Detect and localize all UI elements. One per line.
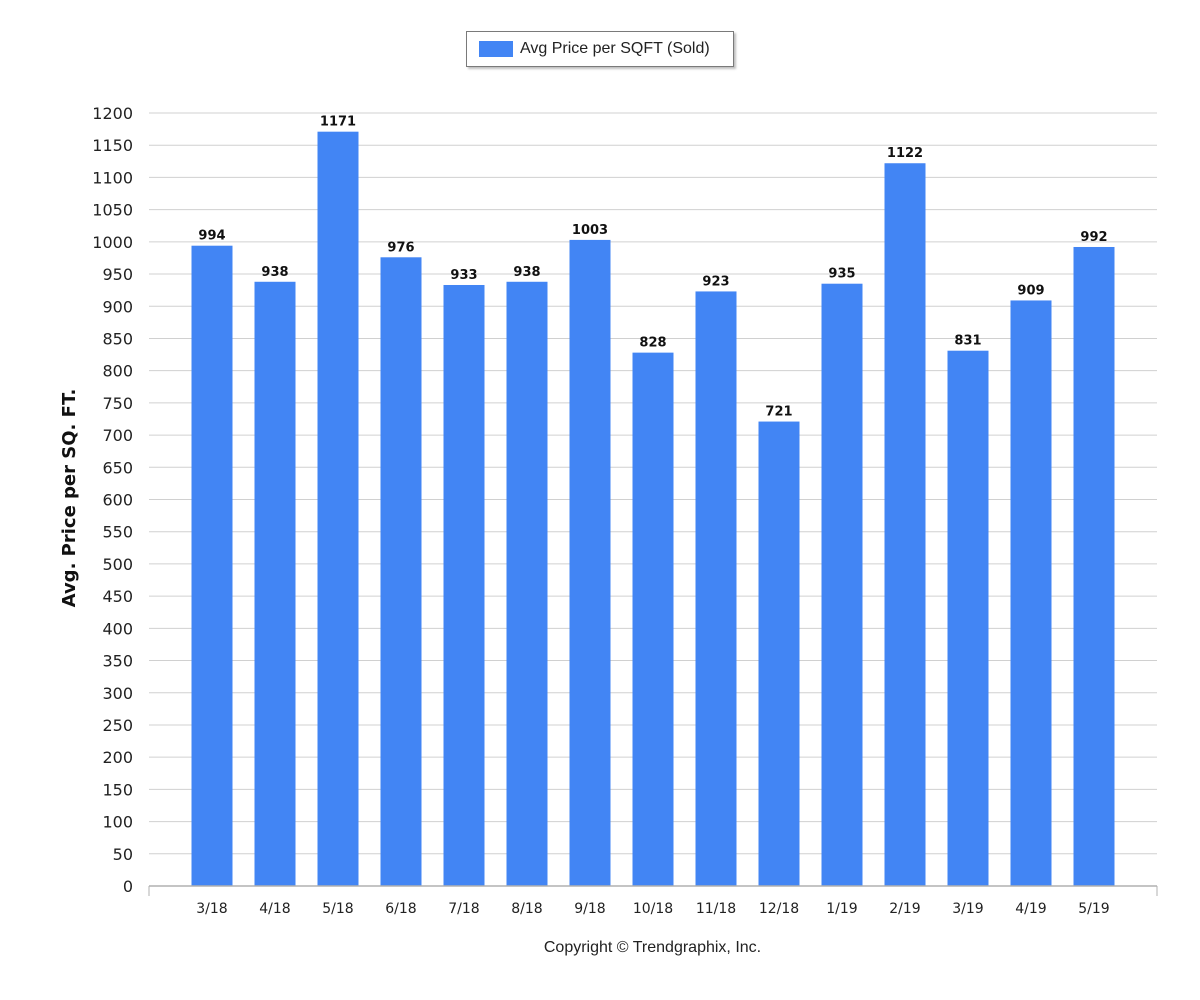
legend-swatch — [479, 41, 513, 57]
data-label: 938 — [513, 265, 540, 280]
y-tick-label: 1100 — [92, 168, 133, 187]
y-tick-label: 700 — [102, 426, 133, 445]
data-label: 828 — [639, 336, 666, 351]
y-tick-label: 850 — [102, 329, 133, 348]
y-tick-label: 1000 — [92, 233, 133, 252]
x-tick-label: 11/18 — [696, 901, 736, 917]
bars — [191, 131, 1115, 887]
y-tick-label: 450 — [102, 587, 133, 606]
y-tick-label: 500 — [102, 555, 133, 574]
y-tick-label: 100 — [102, 813, 133, 832]
y-tick-label: 300 — [102, 684, 133, 703]
bar — [821, 283, 863, 886]
x-tick-label: 8/18 — [511, 901, 542, 917]
y-tick-label: 900 — [102, 297, 133, 316]
bar — [632, 352, 674, 886]
y-tick-label: 200 — [102, 748, 133, 767]
x-tick-label: 4/19 — [1015, 901, 1046, 917]
bar — [1010, 300, 1052, 886]
data-label: 1122 — [887, 146, 923, 161]
y-axis-ticks: 0 50 100 150 200 250 300 350 400 450 500 550 600 650 7… — [92, 104, 133, 896]
x-axis: 3/18 4/18 5/18 6/18 7/18 8/18 9/18 10/18 11/18 12… — [148, 885, 1158, 917]
y-tick-label: 1150 — [92, 136, 133, 155]
x-tick-label: 2/19 — [889, 901, 920, 917]
legend-label: Avg Price per SQFT (Sold) — [520, 40, 710, 57]
y-tick-label: 750 — [102, 394, 133, 413]
data-labels: 994 938 1171 976 933 938 1003 828 923 721 935 1122 8… — [198, 115, 1107, 420]
data-label: 721 — [765, 405, 792, 420]
bar — [884, 163, 926, 886]
legend: Avg Price per SQFT (Sold) — [466, 31, 734, 67]
bar — [317, 131, 359, 886]
y-tick-label: 550 — [102, 523, 133, 542]
y-tick-label: 400 — [102, 619, 133, 638]
bar — [380, 257, 422, 886]
y-tick-label: 800 — [102, 362, 133, 381]
x-tick-label: 12/18 — [759, 901, 799, 917]
data-label: 1171 — [320, 115, 356, 130]
x-tick-label: 3/19 — [952, 901, 983, 917]
data-label: 938 — [261, 265, 288, 280]
bar — [758, 421, 800, 886]
bar — [1073, 246, 1115, 886]
data-label: 933 — [450, 268, 477, 283]
x-tick-label: 9/18 — [574, 901, 605, 917]
y-tick-label: 1200 — [92, 104, 133, 123]
y-tick-label: 250 — [102, 716, 133, 735]
x-tick-label: 7/18 — [448, 901, 479, 917]
copyright-text: Copyright © Trendgraphix, Inc. — [543, 939, 762, 956]
data-label: 992 — [1080, 230, 1107, 245]
bar — [443, 284, 485, 886]
data-label: 923 — [702, 274, 729, 289]
data-label: 994 — [198, 229, 225, 244]
data-label: 1003 — [572, 223, 608, 238]
x-tick-label: 10/18 — [633, 901, 673, 917]
bar — [695, 291, 737, 886]
x-tick-label: 5/19 — [1078, 901, 1109, 917]
data-label: 935 — [828, 267, 855, 282]
y-tick-label: 600 — [102, 491, 133, 510]
x-tick-label: 3/18 — [196, 901, 227, 917]
bar — [191, 245, 233, 886]
y-tick-label: 0 — [123, 877, 133, 896]
x-tick-label: 1/19 — [826, 901, 857, 917]
y-tick-label: 50 — [113, 845, 133, 864]
y-tick-label: 1050 — [92, 201, 133, 220]
y-axis-label: Avg. Price per SQ. FT. — [59, 389, 80, 608]
data-label: 976 — [387, 240, 414, 255]
bar — [254, 281, 296, 886]
x-tick-label: 4/18 — [259, 901, 290, 917]
bar — [947, 350, 989, 886]
bar — [506, 281, 548, 886]
y-tick-label: 350 — [102, 652, 133, 671]
x-tick-label: 5/18 — [322, 901, 353, 917]
data-label: 909 — [1017, 283, 1044, 298]
data-label: 831 — [954, 334, 981, 349]
y-tick-label: 150 — [102, 780, 133, 799]
x-tick-label: 6/18 — [385, 901, 416, 917]
y-tick-label: 950 — [102, 265, 133, 284]
bar — [569, 239, 611, 887]
y-tick-label: 650 — [102, 458, 133, 477]
